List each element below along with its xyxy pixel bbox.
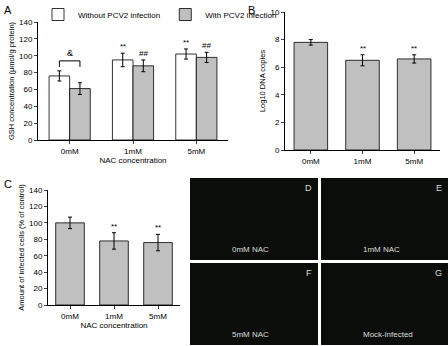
svg-text:60: 60 — [23, 85, 32, 94]
svg-text:0mM: 0mM — [61, 147, 79, 156]
svg-text:5mM NAC: 5mM NAC — [232, 330, 269, 339]
svg-text:D: D — [305, 183, 312, 193]
svg-text:1mM NAC: 1mM NAC — [363, 245, 400, 254]
svg-text:8: 8 — [275, 35, 280, 44]
svg-text:**: ** — [411, 44, 417, 53]
svg-text:60: 60 — [33, 252, 42, 261]
svg-text:**: ** — [111, 222, 117, 231]
svg-text:**: ** — [183, 38, 189, 47]
svg-text:2: 2 — [275, 118, 280, 127]
svg-text:20: 20 — [23, 119, 32, 128]
svg-text:6: 6 — [275, 63, 280, 72]
svg-text:1mM: 1mM — [105, 312, 123, 321]
svg-text:1mM: 1mM — [354, 157, 372, 166]
svg-text:F: F — [306, 268, 312, 278]
svg-text:Without PCV2 infection: Without PCV2 infection — [78, 11, 160, 20]
svg-text:0: 0 — [275, 146, 280, 155]
svg-text:E: E — [436, 183, 442, 193]
svg-text:**: ** — [120, 42, 126, 51]
svg-text:5mM: 5mM — [149, 312, 167, 321]
svg-text:**: ** — [360, 44, 366, 53]
svg-text:G: G — [435, 268, 442, 278]
svg-text:B: B — [248, 4, 255, 16]
svg-text:80: 80 — [23, 68, 32, 77]
svg-text:NAC concentration: NAC concentration — [99, 156, 166, 165]
svg-text:##: ## — [139, 49, 148, 58]
svg-text:120: 120 — [29, 202, 43, 211]
svg-text:140: 140 — [29, 186, 43, 195]
svg-text:Log10 DNA copies: Log10 DNA copies — [258, 50, 267, 112]
svg-text:140: 140 — [19, 18, 33, 27]
svg-text:Amount of infected cells (% of: Amount of infected cells (% of control) — [17, 184, 26, 311]
svg-text:0mM: 0mM — [302, 157, 320, 166]
svg-text:**: ** — [155, 223, 161, 232]
svg-text:5mM: 5mM — [405, 157, 423, 166]
svg-text:GSH concentration (μmol/g prot: GSH concentration (μmol/g protein) — [7, 21, 16, 140]
svg-text:0mM: 0mM — [61, 312, 79, 321]
svg-text:NAC concentration: NAC concentration — [80, 321, 147, 330]
svg-text:80: 80 — [33, 235, 42, 244]
svg-text:0: 0 — [38, 301, 43, 310]
svg-text:Mock-infected: Mock-infected — [363, 330, 413, 339]
svg-text:0mM NAC: 0mM NAC — [232, 245, 269, 254]
svg-text:0: 0 — [28, 136, 33, 145]
svg-text:&: & — [67, 48, 73, 58]
svg-text:100: 100 — [29, 219, 43, 228]
svg-text:40: 40 — [33, 268, 42, 277]
svg-text:1mM: 1mM — [124, 147, 142, 156]
svg-text:5mM: 5mM — [187, 147, 205, 156]
svg-text:With PCV2 infection: With PCV2 infection — [205, 11, 276, 20]
svg-text:120: 120 — [19, 35, 33, 44]
svg-text:100: 100 — [19, 52, 33, 61]
svg-text:##: ## — [202, 41, 211, 50]
svg-text:20: 20 — [33, 284, 42, 293]
svg-text:A: A — [4, 4, 12, 16]
svg-text:4: 4 — [275, 91, 280, 100]
svg-text:C: C — [4, 178, 12, 190]
svg-text:40: 40 — [23, 102, 32, 111]
